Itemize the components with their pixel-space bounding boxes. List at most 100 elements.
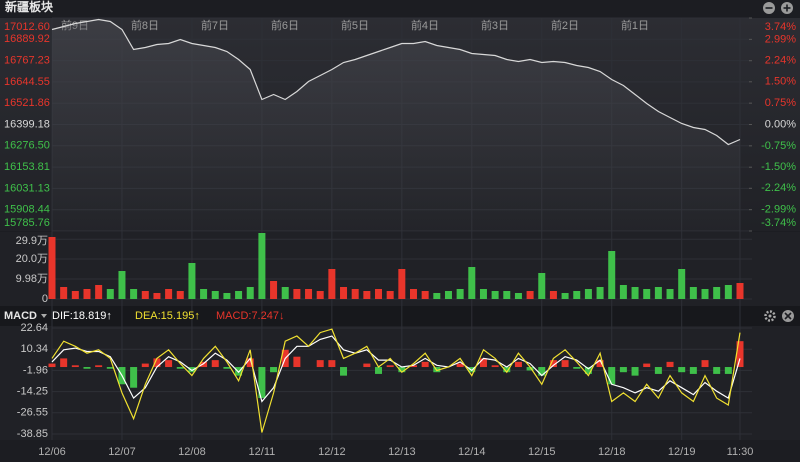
y-tick-label: -38.85 <box>17 428 48 440</box>
macd-bar <box>293 356 301 368</box>
x-tick-label: 12/15 <box>528 446 556 458</box>
zoom-in[interactable] <box>781 2 793 14</box>
period-label: 前8日 <box>131 18 159 32</box>
macd-bar <box>95 365 103 368</box>
x-tick-label: 12/12 <box>318 446 346 458</box>
y2-tick-label: 1.50% <box>765 76 796 88</box>
volume-bar <box>95 285 103 299</box>
y-tick-label: 17012.60 <box>4 21 50 33</box>
y2-tick-label: -1.50% <box>761 161 796 173</box>
macd-bar <box>689 367 697 374</box>
volume-bar <box>270 281 278 299</box>
volume-bar <box>573 291 581 299</box>
price-line <box>51 18 741 146</box>
y-tick-label: 16889.92 <box>4 33 50 45</box>
volume-bar <box>689 287 697 299</box>
zoom-out[interactable] <box>763 2 775 14</box>
indicator-name[interactable]: MACD <box>4 310 37 322</box>
volume-bar <box>701 289 709 299</box>
macd-bar <box>48 363 56 368</box>
macd-bar <box>479 358 487 368</box>
volume-bar <box>678 269 686 299</box>
y2-tick-label: -2.24% <box>761 182 796 194</box>
volume-bar <box>165 289 173 299</box>
volume-bar <box>666 289 674 299</box>
volume-bar <box>479 289 487 299</box>
x-tick-label: 12/18 <box>598 446 626 458</box>
chart-title: 新疆板块 <box>5 0 54 14</box>
macd-bar <box>503 367 511 373</box>
y-tick-label: 15908.44 <box>4 204 50 216</box>
macd-bar <box>643 363 651 368</box>
y-tick-label: 16644.55 <box>4 76 50 88</box>
macd-bar <box>188 367 196 373</box>
volume-bar <box>130 289 138 299</box>
indicator-dropdown[interactable] <box>41 314 47 318</box>
macd-bar <box>596 360 604 368</box>
macd-bar <box>736 341 744 368</box>
volume-bar <box>643 289 651 299</box>
close[interactable] <box>782 310 794 322</box>
macd-bar <box>526 367 534 371</box>
volume-bar <box>48 237 56 299</box>
volume-bar <box>503 291 511 299</box>
period-label: 前3日 <box>481 18 509 32</box>
y-tick-label: -14.25 <box>17 385 48 397</box>
settings[interactable] <box>764 310 776 322</box>
macd-bar <box>176 367 184 369</box>
volume-bar <box>200 289 208 299</box>
volume-bar <box>293 289 301 299</box>
volume-bar <box>223 293 231 299</box>
volume-bar <box>188 263 196 299</box>
y2-tick-label: 0.00% <box>765 118 796 130</box>
volume-bar <box>491 291 499 299</box>
y2-tick-label: -0.75% <box>761 140 796 152</box>
macd-bar <box>666 361 674 368</box>
y-tick-label: 15785.76 <box>4 217 50 229</box>
volume-bar <box>153 293 161 299</box>
volume-bar <box>724 285 732 299</box>
volume-bar <box>305 289 313 299</box>
volume-bar <box>433 293 441 299</box>
macd-bar <box>200 361 208 368</box>
macd-bar <box>153 358 161 368</box>
macd-bar <box>363 363 371 368</box>
macd-bar <box>631 367 639 376</box>
period-label: 前2日 <box>551 18 579 32</box>
volume-bar <box>375 289 383 299</box>
macd-bar <box>258 367 266 399</box>
period-label: 前6日 <box>271 18 299 32</box>
volume-bar <box>328 269 336 299</box>
volume-bar <box>246 287 254 299</box>
y-tick-label: 9.98万 <box>16 273 48 285</box>
macd-bar <box>678 367 686 373</box>
volume-bar <box>71 291 79 299</box>
y-tick-label: 20.0万 <box>16 253 48 265</box>
volume-bar <box>549 291 557 299</box>
volume-bar <box>444 291 452 299</box>
volume-bar <box>631 287 639 299</box>
y2-tick-label: 2.24% <box>765 55 796 67</box>
volume-bar <box>736 283 744 299</box>
y-tick-label: 10.34 <box>20 343 48 355</box>
volume-bar <box>281 287 289 299</box>
y-tick-label: -26.55 <box>17 407 48 419</box>
volume-bar <box>584 289 592 299</box>
macd-bar <box>608 367 616 385</box>
volume-bar <box>176 291 184 299</box>
legend-entry: MACD:7.247↓ <box>216 310 284 322</box>
y2-tick-label: -2.99% <box>761 204 796 216</box>
macd-bar <box>538 367 546 376</box>
volume-bar <box>619 285 627 299</box>
volume-bar <box>526 291 534 299</box>
volume-bar <box>409 289 417 299</box>
macd-bar <box>223 367 231 369</box>
dea-line <box>51 328 741 433</box>
volume-bar <box>351 289 359 299</box>
macd-bar <box>340 367 348 376</box>
macd-bar <box>619 367 627 373</box>
volume-bar <box>608 251 616 299</box>
macd-bar <box>654 367 662 374</box>
volume-bar <box>106 289 114 299</box>
